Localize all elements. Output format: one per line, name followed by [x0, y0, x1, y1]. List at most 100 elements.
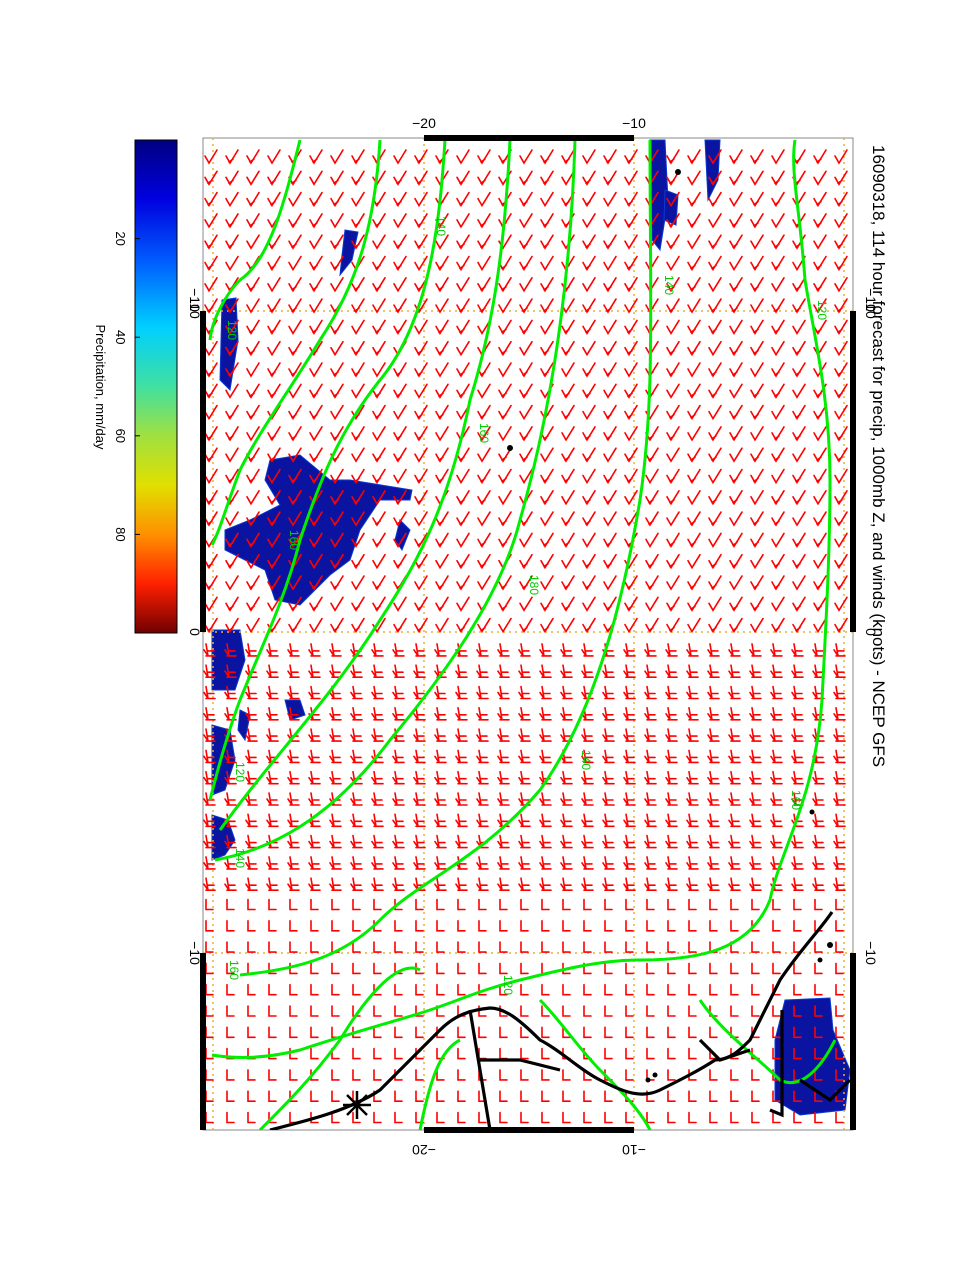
wind-barb: [330, 319, 344, 335]
wind-barb: [728, 707, 741, 721]
wind-barb: [203, 834, 216, 849]
wind-barb: [623, 792, 636, 806]
wind-barb: [707, 834, 720, 849]
wind-barb: [833, 770, 846, 785]
wind-barb: [708, 298, 722, 314]
wind-barb: [814, 1047, 823, 1060]
wind-barb: [750, 298, 764, 314]
wind-barb: [583, 1005, 592, 1017]
wind-barb: [287, 664, 300, 678]
wind-barb: [204, 426, 218, 442]
wind-barb: [644, 792, 657, 806]
wind-barb: [813, 170, 827, 186]
wind-barb: [581, 877, 594, 891]
wind-barb: [751, 941, 760, 953]
wind-barb: [435, 511, 449, 527]
wind-barb: [540, 191, 554, 208]
wind-barb: [666, 383, 680, 399]
wind-barb: [646, 941, 655, 953]
wind-barb: [393, 298, 407, 314]
wind-barb: [771, 362, 785, 378]
wind-barb: [644, 685, 657, 700]
wind-barb: [833, 856, 846, 870]
wind-barb: [519, 383, 533, 399]
precip-patch: [704, 139, 721, 202]
wind-barb: [204, 277, 218, 293]
wind-barb: [352, 1111, 361, 1124]
wind-barb: [309, 426, 323, 442]
wind-barb: [351, 553, 365, 570]
wind-barb: [497, 770, 510, 785]
wind-barb: [330, 170, 344, 186]
wind-barb: [792, 468, 806, 485]
wind-barb: [266, 664, 279, 678]
wind-barb: [371, 834, 384, 849]
wind-barb: [435, 234, 449, 250]
contour-line: [208, 139, 447, 801]
wind-barb: [560, 792, 573, 806]
wind-barb: [457, 983, 466, 996]
wind-barb: [415, 962, 424, 975]
wind-barb: [351, 298, 365, 314]
wind-barb: [204, 340, 218, 357]
wind-barb: [435, 426, 449, 442]
wind-barb: [602, 707, 615, 721]
wind-barb: [308, 685, 321, 700]
wind-barb: [457, 962, 466, 975]
wind-barb: [813, 255, 827, 272]
wind-barb: [477, 511, 491, 527]
wind-barb: [435, 468, 449, 485]
wind-barb: [392, 643, 405, 657]
wind-barb: [435, 340, 449, 357]
wind-barb: [477, 426, 491, 442]
wind-barb: [351, 319, 365, 335]
wind-barb: [582, 213, 596, 229]
wind-barb: [519, 255, 533, 272]
wind-barb: [225, 213, 239, 229]
wind-barb: [771, 170, 785, 186]
wind-barb: [287, 770, 300, 785]
wind-barb: [771, 298, 785, 314]
wind-barb: [288, 213, 302, 229]
wind-barb: [309, 298, 323, 314]
wind-barb: [814, 1090, 823, 1102]
contour-line: [211, 139, 832, 1059]
wind-barb: [730, 941, 739, 953]
wind-barb: [414, 149, 428, 165]
wind-barb: [497, 856, 510, 870]
wind-barb: [309, 170, 323, 186]
wind-barb: [266, 707, 279, 721]
wind-barb: [708, 532, 722, 548]
wind-barb: [246, 617, 260, 634]
wind-barb: [730, 920, 739, 932]
wind-barb: [813, 191, 827, 208]
wind-barb: [413, 664, 426, 678]
wind-barb: [477, 234, 491, 250]
wind-barb: [834, 490, 848, 506]
wind-barb: [246, 149, 260, 165]
wind-barb: [665, 728, 678, 742]
wind-barb: [393, 553, 407, 570]
wind-barb: [393, 213, 407, 229]
wind-barb: [540, 340, 554, 357]
wind-barb: [582, 362, 596, 378]
wind-barb: [604, 1026, 613, 1039]
wind-barb: [686, 707, 699, 721]
wind-barb: [351, 617, 365, 634]
wind-barb: [246, 170, 260, 186]
wind-barb: [309, 191, 323, 208]
wind-barb: [497, 685, 510, 700]
wind-barb: [225, 170, 239, 186]
wind-barb: [792, 575, 806, 591]
wind-barb: [329, 813, 342, 828]
wind-barb: [224, 685, 237, 700]
wind-barb: [393, 255, 407, 272]
wind-barb: [750, 575, 764, 591]
wind-barb: [729, 213, 743, 229]
wind-barb: [351, 511, 365, 527]
wind-barb: [288, 277, 302, 293]
wind-barb: [331, 1005, 340, 1017]
wind-barb: [771, 532, 785, 548]
wind-barb: [750, 617, 764, 634]
wind-barb: [329, 685, 342, 700]
